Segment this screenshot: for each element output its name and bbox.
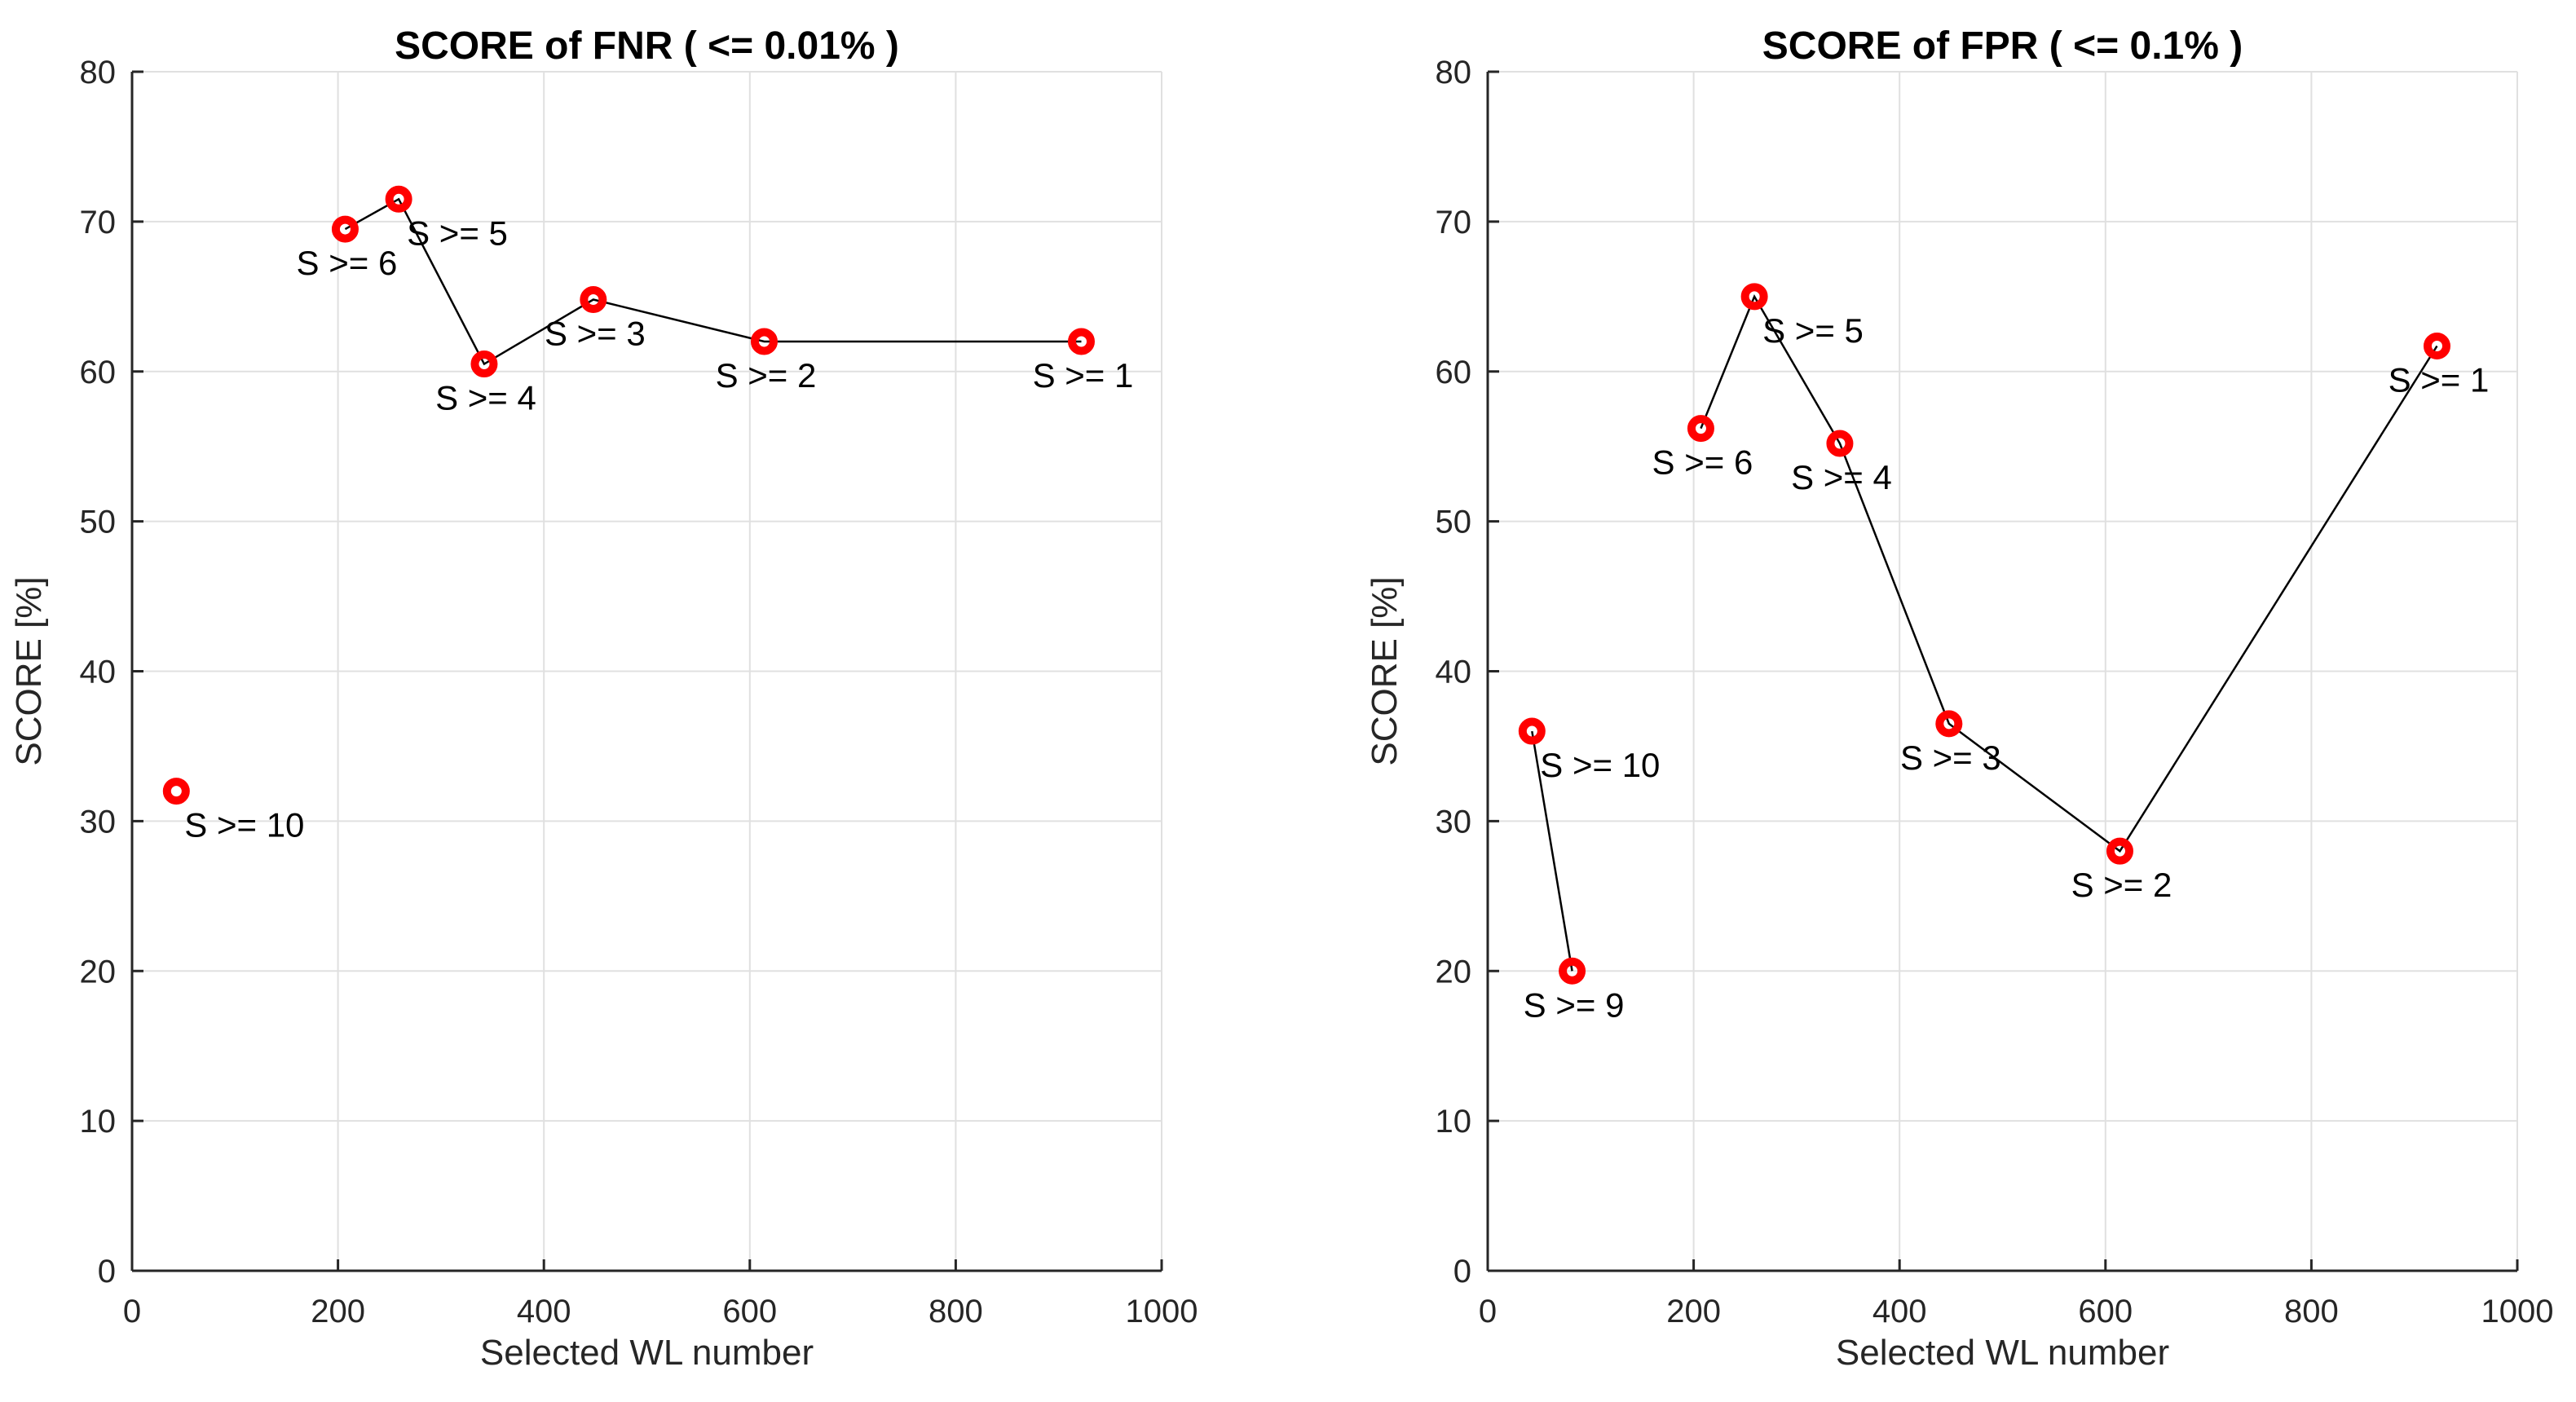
axes: [1486, 70, 2519, 1272]
point-label: S >= 10: [184, 806, 304, 844]
x-tick-label: 800: [929, 1294, 983, 1329]
y-tick-label: 10: [1436, 1104, 1472, 1140]
plot-title: SCORE of FNR ( <= 0.01% ): [395, 24, 899, 68]
y-tick-label: 30: [1436, 804, 1472, 840]
data-line: [1700, 293, 2438, 853]
y-tick-label: 50: [80, 505, 117, 540]
data-marker: [1518, 717, 1546, 745]
point-label: S >= 2: [716, 356, 817, 395]
data-marker: [1740, 283, 1768, 311]
x-tick-label: 1000: [1126, 1294, 1198, 1329]
y-axis-label: SCORE [%]: [9, 576, 49, 765]
y-tick-label: 70: [1436, 205, 1472, 240]
x-tick-label: 400: [517, 1294, 571, 1329]
point-label: S >= 9: [1524, 985, 1625, 1024]
data-marker: [750, 328, 778, 355]
data-marker: [470, 350, 498, 378]
data-marker: [580, 285, 607, 313]
data-marker: [1067, 328, 1095, 355]
y-tick-label: 20: [80, 954, 117, 990]
y-axis-label: SCORE [%]: [1365, 576, 1405, 765]
point-label: S >= 2: [2071, 866, 2172, 904]
point-label: S >= 3: [1900, 738, 2001, 777]
data-marker: [385, 185, 412, 213]
point-label: S >= 5: [407, 214, 508, 252]
grid: [131, 71, 1162, 1272]
axes: [130, 70, 1163, 1272]
data-marker: [2106, 837, 2133, 865]
point-label: S >= 4: [435, 379, 536, 417]
y-tick-label: 10: [80, 1104, 117, 1140]
x-tick-label: 600: [722, 1294, 777, 1329]
point-label: S >= 4: [1791, 458, 1892, 496]
y-tick-label: 60: [80, 355, 117, 390]
data-series: S >= 10 S >= 6S >= 5 S >= 4S >= 3 S >= 2 S >…: [162, 185, 1134, 844]
y-tick-label: 0: [1453, 1254, 1471, 1290]
point-label: S >= 6: [297, 244, 398, 282]
y-tick-label: 80: [1436, 55, 1472, 90]
y-tick-label: 80: [80, 55, 117, 90]
y-tick-label: 30: [80, 804, 117, 840]
x-axis-label: Selected WL number: [480, 1333, 814, 1373]
data-line: [1531, 730, 1573, 972]
x-tick-label: 600: [2078, 1294, 2133, 1329]
data-series: S >= 10 S >= 9 S >= 6 S >= 5 S >= 4 S >= 3 S >…: [1518, 283, 2490, 1024]
point-label: S >= 5: [1762, 311, 1864, 350]
y-tick-label: 20: [1436, 954, 1472, 990]
x-tick-label: 0: [123, 1294, 141, 1329]
x-tick-label: 400: [1872, 1294, 1927, 1329]
y-tick-label: 40: [80, 655, 117, 690]
data-marker: [162, 778, 190, 805]
data-marker: [1935, 710, 1963, 738]
x-tick-label: 800: [2284, 1294, 2339, 1329]
point-label: S >= 10: [1540, 746, 1660, 784]
data-marker: [331, 215, 359, 243]
panel-fpr: S >= 10S >= 9S >= 6S >= 5S >= 4S >= 3S >…: [1365, 24, 2553, 1373]
point-label: S >= 1: [1033, 356, 1134, 395]
point-label: S >= 3: [545, 314, 646, 352]
data-marker: [1559, 957, 1586, 985]
data-marker: [2423, 332, 2450, 359]
point-label: S >= 1: [2389, 360, 2490, 399]
plot-title: SCORE of FPR ( <= 0.1% ): [1762, 24, 2243, 68]
x-tick-label: 200: [1666, 1294, 1721, 1329]
data-marker: [1826, 430, 1854, 457]
x-axis-label: Selected WL number: [1836, 1333, 2169, 1373]
y-tick-label: 50: [1436, 505, 1472, 540]
x-tick-label: 1000: [2481, 1294, 2554, 1329]
x-tick-label: 200: [311, 1294, 365, 1329]
grid: [1487, 71, 2518, 1272]
y-tick-label: 40: [1436, 655, 1472, 690]
y-tick-label: 60: [1436, 355, 1472, 390]
data-marker: [1687, 415, 1714, 443]
point-label: S >= 6: [1652, 443, 1753, 482]
y-tick-label: 70: [80, 205, 117, 240]
x-tick-label: 0: [1479, 1294, 1497, 1329]
y-tick-label: 0: [98, 1254, 116, 1290]
